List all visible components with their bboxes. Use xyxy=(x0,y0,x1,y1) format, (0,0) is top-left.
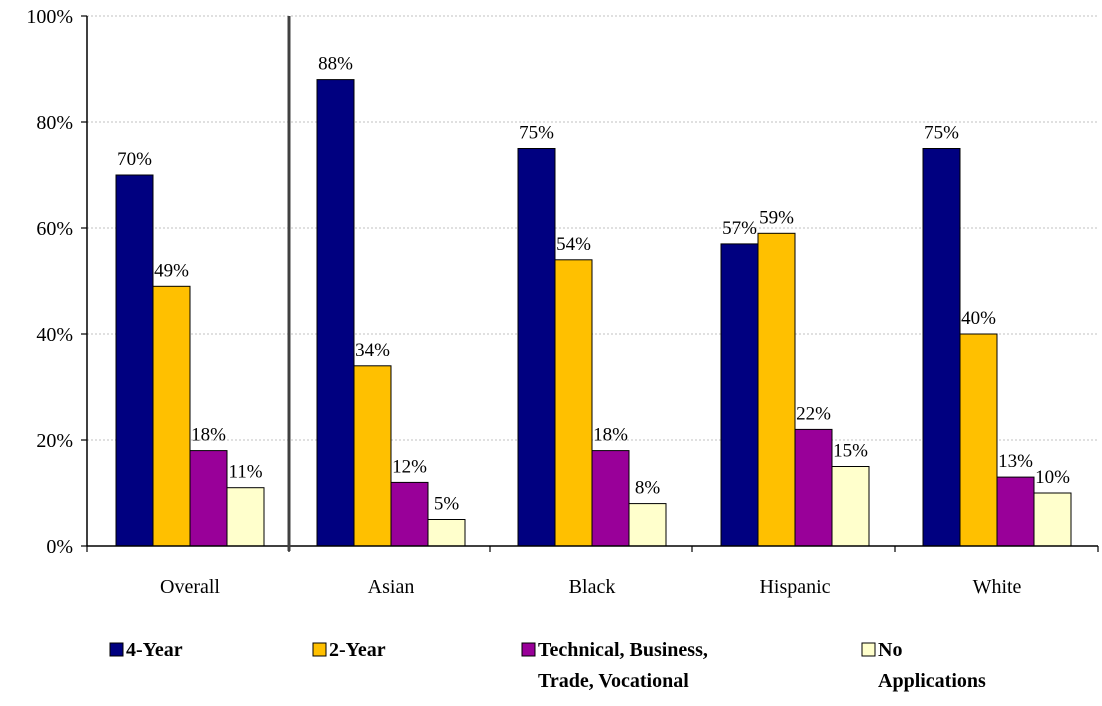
y-tick-label: 20% xyxy=(36,430,73,452)
data-label: 70% xyxy=(117,149,152,170)
category-labels: Overall Asian Black Hispanic White xyxy=(160,576,1022,598)
data-label: 40% xyxy=(961,308,996,329)
bar xyxy=(628,503,667,547)
data-label: 10% xyxy=(1035,467,1070,488)
x-category-label: Asian xyxy=(368,576,415,598)
data-label: 18% xyxy=(593,425,628,446)
bar xyxy=(353,365,392,547)
data-label: 22% xyxy=(796,403,831,424)
bar xyxy=(1033,492,1072,547)
bar xyxy=(794,428,833,547)
data-label: 5% xyxy=(434,494,460,515)
bar xyxy=(996,476,1035,547)
bar xyxy=(390,481,429,547)
legend-label: Applications xyxy=(878,670,986,692)
data-label: 11% xyxy=(228,462,262,483)
bar xyxy=(720,243,759,547)
bar xyxy=(152,285,191,547)
bar xyxy=(757,232,796,547)
x-category-label: White xyxy=(973,576,1022,598)
y-tick-label: 100% xyxy=(26,6,73,28)
legend-label: No xyxy=(878,639,902,661)
axes xyxy=(86,16,1099,552)
bar xyxy=(831,466,870,547)
legend-label: 2-Year xyxy=(329,639,386,661)
y-tick-label: 40% xyxy=(36,324,73,346)
bar xyxy=(959,333,998,547)
data-labels-group: 70% 88% 75% 57% 75% 49% 34% 54% 59% 40% 18% 12% 18% 2… xyxy=(117,54,1070,515)
data-label: 15% xyxy=(833,441,868,462)
data-label: 88% xyxy=(318,54,353,75)
bar xyxy=(115,174,154,547)
bar xyxy=(316,79,355,547)
y-tick-label: 80% xyxy=(36,112,73,134)
bar xyxy=(427,519,466,547)
x-category-label: Overall xyxy=(160,576,220,598)
legend: 4-Year 2-Year Technical, Business, Trade, V… xyxy=(109,639,986,692)
data-label: 18% xyxy=(191,425,226,446)
data-label: 54% xyxy=(556,234,591,255)
x-category-label: Hispanic xyxy=(759,576,830,598)
bar xyxy=(922,148,961,547)
bar xyxy=(189,450,228,547)
x-category-label: Black xyxy=(569,576,616,598)
bar xyxy=(226,487,265,547)
legend-label: Trade, Vocational xyxy=(538,670,689,692)
y-tick-label: 60% xyxy=(36,218,73,240)
legend-swatch xyxy=(312,642,327,657)
legend-label: 4-Year xyxy=(126,639,183,661)
data-label: 8% xyxy=(635,478,661,499)
bar xyxy=(517,148,556,547)
data-label: 12% xyxy=(392,456,427,477)
data-label: 57% xyxy=(722,218,757,239)
legend-swatch xyxy=(521,642,536,657)
data-label: 13% xyxy=(998,451,1033,472)
y-tick-label: 0% xyxy=(46,536,73,558)
bar xyxy=(554,259,593,547)
data-label: 49% xyxy=(154,260,189,281)
data-label: 59% xyxy=(759,207,794,228)
data-label: 75% xyxy=(924,123,959,144)
bars-group xyxy=(115,79,1072,547)
data-label: 75% xyxy=(519,123,554,144)
legend-swatch xyxy=(109,642,124,657)
data-label: 34% xyxy=(355,340,390,361)
y-axis-ticks: 0% 20% 40% 60% 80% 100% xyxy=(26,6,87,558)
legend-label: Technical, Business, xyxy=(538,639,708,661)
bar xyxy=(591,450,630,547)
legend-swatch xyxy=(861,642,876,657)
